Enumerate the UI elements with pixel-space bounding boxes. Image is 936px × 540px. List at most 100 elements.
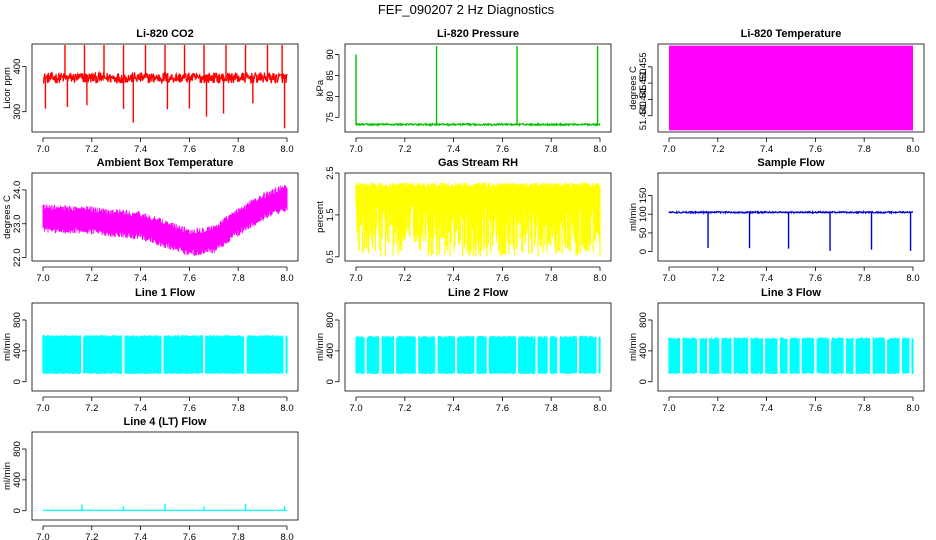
x-tick-label: 7.2 <box>85 403 98 414</box>
x-tick-label: 8.0 <box>280 532 293 540</box>
x-tick-label: 7.0 <box>662 403 675 414</box>
panel-line2: Line 2 Flow 7.0 7.2 7.4 7.6 7.8 8.0 0 400 800 ml/m… <box>315 287 612 414</box>
y-tick-label: 51.450 <box>638 69 649 98</box>
temperature-band <box>669 45 913 131</box>
plot-frame <box>31 172 299 262</box>
y-tick-label: 0 <box>12 379 23 384</box>
x-tick-label: 8.0 <box>593 144 606 155</box>
y-tick-label: 51.445 <box>638 85 649 114</box>
x-tick-label: 7.4 <box>760 403 773 414</box>
x-tick-label: 7.8 <box>232 144 245 155</box>
plot-frame <box>657 172 925 262</box>
x-tick-label: 7.0 <box>36 144 49 155</box>
x-tick-label: 7.2 <box>85 144 98 155</box>
x-tick-label: 7.4 <box>447 144 460 155</box>
x-tick-label: 7.4 <box>134 532 147 540</box>
x-tick-label: 8.0 <box>280 273 293 284</box>
x-tick-label: 7.2 <box>711 273 724 284</box>
x-tick-label: 7.4 <box>134 144 147 155</box>
y-tick-label: 75 <box>325 112 336 123</box>
y-tick-label: 800 <box>325 312 336 328</box>
x-tick-label: 7.8 <box>858 144 871 155</box>
x-tick-label: 8.0 <box>593 273 606 284</box>
panel-title: Line 1 Flow <box>135 287 195 299</box>
x-tick-label: 7.6 <box>183 532 196 540</box>
y-tick-label: 22.0 <box>12 248 23 267</box>
y-axis-label: ml/min <box>2 462 13 490</box>
x-tick-label: 7.6 <box>496 403 509 414</box>
panel-title: Line 3 Flow <box>761 287 821 299</box>
plot-frame <box>657 302 925 392</box>
flow-trace <box>42 335 288 374</box>
x-tick-label: 7.6 <box>183 403 196 414</box>
y-tick-label: 90 <box>325 49 336 60</box>
y-tick-label: 80 <box>325 91 336 102</box>
x-tick-label: 7.8 <box>545 403 558 414</box>
y-axis-label: ml/min <box>628 203 639 231</box>
x-tick-label: 7.6 <box>496 144 509 155</box>
x-tick-label: 7.4 <box>760 144 773 155</box>
y-tick-label: 0 <box>638 379 649 384</box>
y-axis-label: ml/min <box>315 333 326 361</box>
y-tick-label: 51.440 <box>638 101 649 130</box>
y-tick-label: 0 <box>12 508 23 513</box>
y-tick-label: 1.5 <box>325 208 336 221</box>
data-series <box>355 182 601 257</box>
x-tick-label: 7.8 <box>232 532 245 540</box>
x-tick-label: 7.8 <box>858 403 871 414</box>
x-tick-label: 7.8 <box>545 144 558 155</box>
y-tick-label: 2.5 <box>325 166 336 179</box>
x-tick-label: 7.2 <box>398 403 411 414</box>
y-tick-label: 50 <box>638 228 649 239</box>
panel-title: Li-820 Pressure <box>437 28 519 40</box>
box-temperature-trace <box>42 185 288 256</box>
panel-line4: Line 4 (LT) Flow 7.0 7.2 7.4 7.6 7.8 8.0 0 400 80… <box>2 416 299 540</box>
data-series <box>668 209 913 251</box>
data-series <box>669 45 913 131</box>
y-tick-label: 400 <box>12 472 23 488</box>
x-tick-label: 7.2 <box>85 532 98 540</box>
figure-title: FEF_090207 2 Hz Diagnostics <box>378 2 555 17</box>
flow-trace <box>668 337 914 374</box>
y-tick-label: 800 <box>12 312 23 328</box>
x-tick-label: 7.2 <box>85 273 98 284</box>
y-axis-label: ml/min <box>2 333 13 361</box>
plot-frame <box>657 43 925 133</box>
y-tick-label: 23.0 <box>12 215 23 234</box>
panel-rh: Gas Stream RH 7.0 7.2 7.4 7.6 7.8 8.0 0.5 1.5 2.5… <box>315 157 612 284</box>
x-tick-label: 8.0 <box>906 273 919 284</box>
panel-title: Ambient Box Temperature <box>97 157 234 169</box>
x-tick-label: 7.4 <box>134 273 147 284</box>
x-tick-label: 7.0 <box>36 532 49 540</box>
x-tick-label: 8.0 <box>593 403 606 414</box>
data-series <box>42 335 288 374</box>
x-tick-label: 7.8 <box>858 273 871 284</box>
panel-line1: Line 1 Flow 7.0 7.2 7.4 7.6 7.8 8.0 0 400 800 ml/m… <box>2 287 299 414</box>
x-tick-label: 7.6 <box>809 144 822 155</box>
panel-box_temp: Ambient Box Temperature 7.0 7.2 7.4 7.6 7.8 8.… <box>2 157 299 284</box>
rh-trace <box>355 182 601 257</box>
data-series <box>43 503 287 512</box>
x-tick-label: 7.2 <box>711 144 724 155</box>
y-axis-label: degrees C <box>2 195 13 239</box>
panel-licor_temp: Li-820 Temperature 7.0 7.2 7.4 7.6 7.8 8.0 51.4… <box>628 28 925 155</box>
y-axis-label: ml/min <box>628 333 639 361</box>
x-tick-label: 8.0 <box>906 144 919 155</box>
plot-frame <box>31 43 299 133</box>
x-tick-label: 7.0 <box>36 273 49 284</box>
x-tick-label: 7.6 <box>183 144 196 155</box>
panel-title: Li-820 Temperature <box>741 28 842 40</box>
panel-title: Line 2 Flow <box>448 287 508 299</box>
x-tick-label: 7.8 <box>232 273 245 284</box>
plot-frame <box>344 302 612 392</box>
y-axis-label: kPa <box>315 79 326 96</box>
x-tick-label: 7.6 <box>183 273 196 284</box>
y-tick-label: 24.0 <box>12 181 23 200</box>
x-tick-label: 7.8 <box>545 273 558 284</box>
data-series <box>668 337 914 374</box>
x-tick-label: 7.2 <box>711 403 724 414</box>
y-tick-label: 0 <box>638 249 649 254</box>
y-tick-label: 400 <box>638 343 649 359</box>
y-axis-label: degrees C <box>628 66 639 110</box>
